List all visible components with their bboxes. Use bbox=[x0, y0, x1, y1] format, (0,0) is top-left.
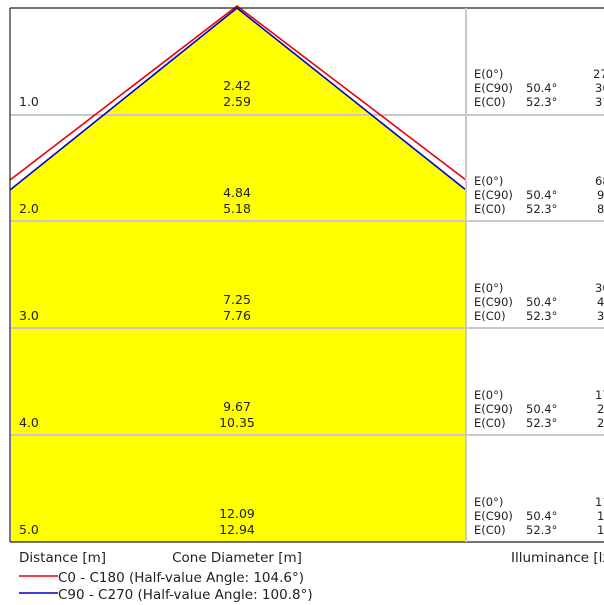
row-5: 5.0 12.09 12.94 E(0°) E(C90) E(C0) 50.4°… bbox=[19, 495, 604, 537]
cone-fill bbox=[11, 8, 466, 542]
cone-diameter-c90: 12.94 bbox=[219, 522, 255, 537]
e-c0-value: 2 bbox=[597, 416, 604, 430]
e-c0-value: 3 bbox=[597, 309, 604, 323]
e0-label: E(0°) bbox=[474, 388, 503, 402]
angle-c90: 50.4° bbox=[526, 81, 557, 95]
e90-value: 2 bbox=[597, 402, 604, 416]
e90-value: 9 bbox=[597, 188, 604, 202]
angle-c0: 52.3° bbox=[526, 523, 557, 537]
e0-label: E(0°) bbox=[474, 67, 503, 81]
e-c0-label: E(C0) bbox=[474, 309, 506, 323]
c0-c180-beam-line bbox=[9, 4, 467, 181]
cone-diameter-c0: 7.25 bbox=[223, 292, 251, 307]
e90-value: 1 bbox=[597, 509, 604, 523]
row-4: 4.0 9.67 10.35 E(0°) E(C90) E(C0) 50.4° … bbox=[19, 388, 604, 430]
e-c0-label: E(C0) bbox=[474, 202, 506, 216]
e90-label: E(C90) bbox=[474, 81, 513, 95]
cone-diameter-c90: 7.76 bbox=[223, 308, 251, 323]
angle-c90: 50.4° bbox=[526, 295, 557, 309]
e90-value: 36 bbox=[595, 81, 604, 95]
e0-label: E(0°) bbox=[474, 281, 503, 295]
angle-c0: 52.3° bbox=[526, 416, 557, 430]
distance-label: 5.0 bbox=[19, 522, 39, 537]
e-c0-value: 8 bbox=[597, 202, 604, 216]
illuminance-axis-label: Illuminance [lx] bbox=[511, 550, 604, 566]
distance-label: 1.0 bbox=[19, 94, 39, 109]
row-3: 3.0 7.25 7.76 E(0°) E(C90) E(C0) 50.4° 5… bbox=[19, 281, 604, 323]
e90-label: E(C90) bbox=[474, 509, 513, 523]
e-c0-label: E(C0) bbox=[474, 416, 506, 430]
cone-diameter-c90: 10.35 bbox=[219, 415, 255, 430]
distance-axis-label: Distance [m] bbox=[19, 550, 106, 566]
cone-diameter-c0: 12.09 bbox=[219, 506, 255, 521]
e0-label: E(0°) bbox=[474, 495, 503, 509]
e90-label: E(C90) bbox=[474, 402, 513, 416]
e0-value: 272 bbox=[593, 67, 604, 81]
cone-diameter-c90: 2.59 bbox=[223, 94, 251, 109]
e0-value: 30 bbox=[595, 281, 604, 295]
cone-diameter-c0: 4.84 bbox=[223, 185, 251, 200]
angle-c90: 50.4° bbox=[526, 402, 557, 416]
e0-value: 68 bbox=[595, 174, 604, 188]
e-c0-value: 1 bbox=[597, 523, 604, 537]
cone-diameter-c0: 2.42 bbox=[223, 78, 251, 93]
row-1: 1.0 2.42 2.59 E(0°) E(C90) E(C0) 50.4° 5… bbox=[19, 67, 604, 109]
distance-label: 2.0 bbox=[19, 201, 39, 216]
legend-c0-label: C0 - C180 (Half-value Angle: 104.6°) bbox=[58, 570, 304, 586]
e-c0-label: E(C0) bbox=[474, 95, 506, 109]
e0-value: 17 bbox=[595, 388, 604, 402]
cone-diameter-c0: 9.67 bbox=[223, 399, 251, 414]
e90-value: 4 bbox=[597, 295, 604, 309]
cone-diameter-c90: 5.18 bbox=[223, 201, 251, 216]
angle-c0: 52.3° bbox=[526, 309, 557, 323]
e-c0-value: 31 bbox=[595, 95, 604, 109]
row-separators bbox=[10, 114, 604, 436]
angle-c90: 50.4° bbox=[526, 188, 557, 202]
cone-diameter-axis-label: Cone Diameter [m] bbox=[172, 550, 302, 566]
legend-c90-label: C90 - C270 (Half-value Angle: 100.8°) bbox=[58, 587, 313, 603]
diagram-frame bbox=[9, 7, 604, 543]
e0-value: 11 bbox=[595, 495, 604, 509]
angle-c0: 52.3° bbox=[526, 202, 557, 216]
distance-label: 3.0 bbox=[19, 308, 39, 323]
angle-c0: 52.3° bbox=[526, 95, 557, 109]
e90-label: E(C90) bbox=[474, 295, 513, 309]
angle-c90: 50.4° bbox=[526, 509, 557, 523]
e0-label: E(0°) bbox=[474, 174, 503, 188]
e90-label: E(C90) bbox=[474, 188, 513, 202]
distance-label: 4.0 bbox=[19, 415, 39, 430]
row-2: 2.0 4.84 5.18 E(0°) E(C90) E(C0) 50.4° 5… bbox=[19, 174, 604, 216]
e-c0-label: E(C0) bbox=[474, 523, 506, 537]
